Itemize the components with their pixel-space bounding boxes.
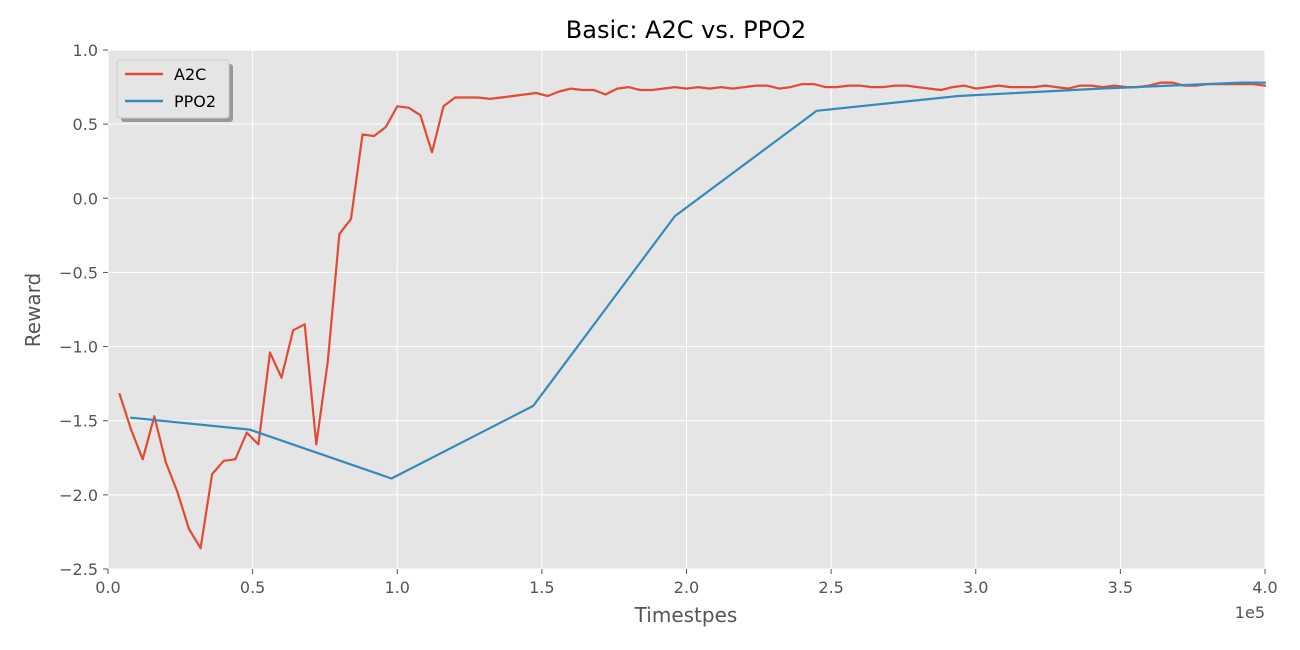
y-tick-label: −1.0 (59, 338, 98, 357)
legend-label-ppo2: PPO2 (174, 92, 216, 111)
legend: A2C PPO2 (116, 59, 233, 122)
y-tick-label: −2.5 (59, 560, 98, 579)
y-tick-label: 0.0 (73, 189, 98, 208)
x-axis: 0.0 0.5 1.0 1.5 2.0 2.5 3.0 3.5 4.0 (95, 569, 1278, 597)
x-tick-label: 0.5 (240, 578, 265, 597)
x-tick-label: 3.0 (963, 578, 988, 597)
y-axis: −2.5 −2.0 −1.5 −1.0 −0.5 0.0 0.5 1.0 (59, 41, 108, 579)
x-tick-label: 1.5 (529, 578, 554, 597)
x-tick-label: 1.0 (385, 578, 410, 597)
series-layer (118, 81, 1267, 550)
x-tick-label: 0.0 (95, 578, 120, 597)
series-line-a2c (118, 81, 1267, 550)
x-tick-label: 3.5 (1108, 578, 1133, 597)
x-tick-label: 4.0 (1252, 578, 1277, 597)
y-tick-label: −1.5 (59, 412, 98, 431)
x-axis-label: Timestpes (634, 603, 738, 627)
y-tick-label: −0.5 (59, 263, 98, 282)
x-scale-label: 1e5 (1235, 603, 1265, 622)
legend-label-a2c: A2C (174, 65, 206, 84)
y-tick-label: 1.0 (73, 41, 98, 60)
y-axis-label: Reward (21, 273, 45, 347)
series-line-ppo2 (130, 81, 1267, 480)
x-tick-label: 2.5 (818, 578, 843, 597)
y-tick-label: 0.5 (73, 115, 98, 134)
x-tick-label: 2.0 (674, 578, 699, 597)
y-tick-label: −2.0 (59, 486, 98, 505)
chart-title: Basic: A2C vs. PPO2 (566, 16, 806, 44)
